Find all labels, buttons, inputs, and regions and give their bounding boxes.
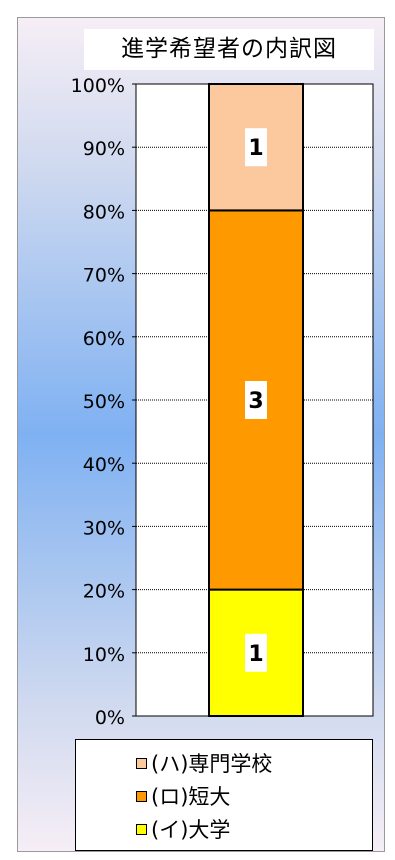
legend-label-daigaku: (イ)大学 [151, 818, 231, 842]
legend-item-tandai: (ロ)短大 [136, 779, 230, 813]
legend-label-tandai: (ロ)短大 [151, 785, 231, 809]
legend-item-senmon: (ハ)専門学校 [136, 746, 272, 780]
legend-label-senmon: (ハ)専門学校 [151, 752, 273, 776]
y-tick-label: 40% [83, 454, 125, 476]
y-tick-label: 60% [83, 328, 125, 350]
data-label-box [245, 128, 267, 167]
chart-title: 進学希望者の内訳図 [84, 29, 374, 70]
y-tick-label: 100% [71, 75, 125, 97]
data-label: 3 [248, 389, 263, 414]
legend-swatch-tandai [136, 790, 147, 802]
data-label-box [245, 633, 267, 672]
data-label: 1 [248, 642, 263, 667]
data-label-box [245, 381, 267, 419]
y-tick-label: 80% [83, 201, 125, 223]
y-tick-label: 30% [83, 517, 125, 539]
legend-swatch-senmon [136, 757, 147, 769]
y-tick-label: 0% [95, 707, 125, 729]
data-label: 1 [248, 136, 263, 161]
y-tick-label: 90% [83, 138, 125, 160]
legend-item-daigaku: (イ)大学 [136, 812, 230, 846]
chart-legend: (ハ)専門学校 (ロ)短大 (イ)大学 [75, 739, 373, 851]
y-tick-label: 70% [83, 265, 125, 287]
y-tick-label: 50% [83, 391, 125, 413]
legend-swatch-daigaku [136, 823, 147, 835]
y-tick-label: 10% [83, 644, 125, 666]
y-tick-label: 20% [83, 581, 125, 603]
